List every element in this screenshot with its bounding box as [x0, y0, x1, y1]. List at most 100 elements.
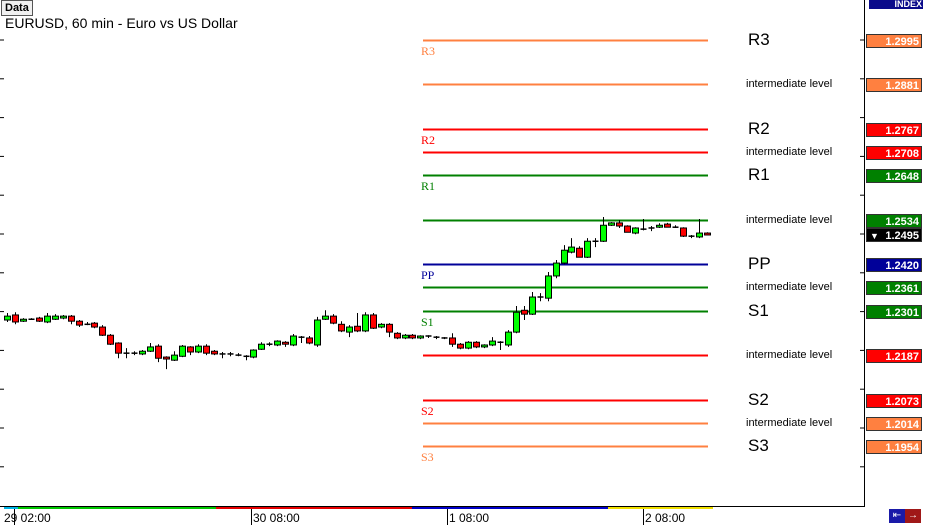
candle [219, 352, 226, 359]
candle-body [60, 315, 67, 319]
candle-body [489, 340, 496, 346]
candle [290, 334, 297, 347]
candle-body [608, 222, 615, 226]
candle [600, 217, 607, 243]
candle [624, 225, 631, 233]
candle [513, 305, 520, 334]
candle-body [44, 315, 51, 323]
candle [616, 220, 623, 228]
candle [465, 341, 472, 350]
candle-body [282, 341, 289, 345]
data-button[interactable]: Data [1, 0, 33, 16]
candle [568, 238, 575, 254]
candle-body [449, 337, 456, 345]
candle-body [107, 334, 114, 345]
pivot-left-label: R3 [421, 43, 436, 58]
candle-body [76, 320, 83, 326]
candle [704, 232, 711, 236]
candle-body [409, 334, 416, 339]
pivot-right-label: R2 [748, 118, 770, 138]
pivot-left-label: S1 [421, 314, 434, 329]
candle [163, 356, 170, 370]
price-tag: 1.2014 [866, 416, 922, 431]
chart-title: EURUSD, 60 min - Euro vs US Dollar [5, 15, 238, 31]
candle-body [632, 227, 639, 234]
candle-body [274, 340, 281, 346]
candle [648, 226, 655, 232]
candle [561, 245, 568, 265]
session-color-bar [4, 507, 713, 509]
candle [338, 321, 345, 333]
candle-body [346, 326, 353, 333]
candle-body [68, 315, 75, 322]
candle [378, 323, 385, 329]
pivot-right-label: S1 [748, 300, 769, 320]
candle-body [513, 311, 520, 333]
candle [52, 314, 59, 321]
candle [171, 351, 178, 361]
candle-body [473, 341, 480, 348]
candle [282, 341, 289, 347]
candle [409, 334, 416, 340]
pivot-right-label: intermediate level [746, 145, 833, 158]
candle [449, 333, 456, 347]
candle [298, 336, 305, 344]
candle [203, 344, 210, 356]
candle-body [306, 337, 313, 344]
candle-body [354, 325, 361, 332]
candle [370, 313, 377, 329]
candle [489, 337, 496, 347]
session-segment [608, 507, 713, 509]
time-label: 1 08:00 [449, 511, 490, 525]
candle-body [481, 344, 488, 348]
candle [155, 344, 162, 363]
candle [274, 340, 281, 347]
candle-body [147, 346, 154, 352]
candle-body [99, 326, 106, 336]
candle-body [457, 343, 464, 349]
scroll-to-start-button[interactable]: ⇤ [889, 509, 905, 523]
candle [696, 219, 703, 239]
candle [608, 222, 615, 227]
candle-body [704, 232, 711, 236]
candle [386, 323, 393, 338]
price-tag: 1.2708 [866, 145, 922, 160]
pivot-right-label: S2 [748, 389, 769, 409]
candle-body [36, 317, 43, 322]
price-tag: 1.2420 [866, 257, 922, 272]
candle-body [370, 314, 377, 329]
axis-ticks [0, 39, 865, 525]
candle [322, 310, 329, 321]
candle-body [338, 323, 345, 332]
candle-body [362, 314, 369, 332]
scroll-forward-button[interactable]: → [905, 509, 921, 523]
candle [656, 223, 663, 228]
candle [179, 344, 186, 358]
current-price-tag: ▼ 1.2495 [866, 228, 922, 242]
pivot-lines [423, 39, 708, 448]
candle [553, 259, 560, 279]
candle [640, 219, 647, 231]
candle [457, 343, 464, 350]
pivot-right-label: PP [748, 253, 771, 273]
candle [584, 238, 591, 259]
pivot-right-label: intermediate level [746, 280, 833, 293]
session-segment [18, 507, 216, 509]
candle-body [568, 246, 575, 253]
candle-body [656, 224, 663, 228]
candle [688, 235, 695, 239]
candle-body [584, 240, 591, 258]
candle [505, 330, 512, 347]
candle-body [250, 349, 257, 358]
candle [258, 342, 265, 351]
candle-body [553, 262, 560, 277]
candle-body [155, 345, 162, 359]
candle [4, 313, 11, 322]
candle [529, 291, 536, 315]
candle [211, 350, 218, 356]
price-tag: 1.2073 [866, 393, 922, 408]
axis-frame [0, 0, 865, 507]
pivot-right-label: intermediate level [746, 416, 833, 429]
candle-body [417, 335, 424, 339]
